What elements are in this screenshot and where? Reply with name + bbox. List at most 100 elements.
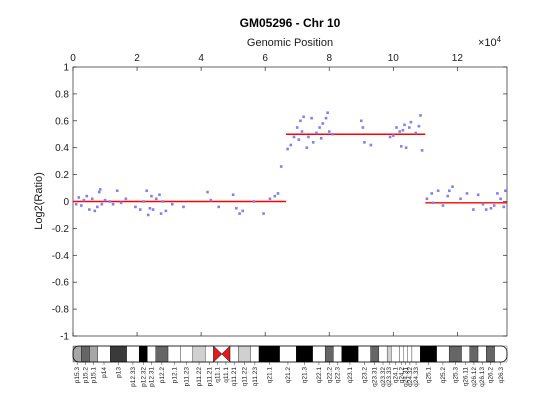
data-point — [315, 131, 318, 135]
data-point — [502, 205, 506, 209]
data-point — [321, 122, 325, 125]
data-point — [77, 196, 81, 199]
ideogram-band — [229, 345, 239, 363]
data-point — [238, 212, 241, 215]
data-point — [319, 136, 323, 140]
band-label: q21.2 — [285, 367, 292, 384]
ideogram-band — [386, 345, 392, 363]
ideogram-band — [180, 345, 194, 363]
y-tick-label: -0.8 — [52, 305, 70, 316]
data-point — [150, 194, 153, 198]
y-tick-label: -0.2 — [52, 224, 70, 235]
data-point — [164, 209, 168, 213]
data-point — [403, 123, 406, 127]
ideogram-band — [126, 345, 140, 363]
data-point — [108, 200, 112, 203]
data-point — [286, 147, 289, 151]
band-label: q24.2 — [399, 367, 406, 384]
chart-title: GM05296 - Chr 10 — [240, 16, 341, 30]
ideogram-band — [167, 345, 181, 363]
band-label: p12.2 — [159, 367, 166, 384]
band-label: p11.23 — [184, 367, 191, 387]
data-point — [159, 212, 163, 215]
band-label: q25.2 — [440, 367, 447, 384]
data-point — [324, 116, 328, 120]
ideogram-band — [250, 345, 260, 363]
data-point — [235, 206, 238, 210]
data-point — [292, 135, 296, 139]
data-point — [302, 115, 305, 119]
data-point — [262, 212, 265, 215]
ideogram-band — [138, 345, 148, 363]
data-point — [115, 189, 119, 193]
band-label: q11.21 — [231, 367, 238, 387]
data-point — [499, 197, 502, 201]
ideogram-band — [461, 345, 470, 363]
ideogram-band — [391, 345, 400, 363]
data-point — [307, 135, 310, 139]
data-point — [492, 204, 496, 207]
band-label: q11.1 — [223, 367, 230, 383]
data-point — [472, 208, 475, 211]
ideogram-band — [258, 345, 280, 363]
y-tick-label: 0.6 — [55, 116, 69, 127]
data-point — [299, 119, 302, 123]
data-point — [148, 206, 152, 210]
ideogram-band — [403, 345, 408, 363]
band-label: q21.3 — [301, 367, 308, 384]
data-point — [217, 205, 221, 209]
data-point — [138, 208, 142, 211]
data-point — [206, 190, 209, 194]
data-point — [310, 116, 313, 120]
ideogram-band — [296, 345, 313, 363]
data-point — [85, 194, 89, 198]
ideogram-band — [97, 345, 111, 363]
band-label: p11.21 — [206, 367, 213, 387]
data-point — [359, 119, 363, 123]
data-point — [363, 141, 366, 144]
data-point — [481, 202, 485, 206]
ideogram-band — [81, 345, 90, 363]
y-axis-label: Log2(Ratio) — [33, 172, 45, 229]
data-point — [158, 193, 161, 197]
ideogram-band — [370, 345, 380, 363]
data-point — [420, 149, 424, 152]
data-point — [88, 208, 91, 211]
band-label: q23.2 — [361, 367, 368, 384]
data-point — [476, 193, 480, 197]
data-point — [436, 189, 440, 193]
band-label: q24.33 — [413, 367, 420, 387]
ideogram-band — [420, 345, 437, 363]
data-point — [134, 205, 137, 209]
data-point — [297, 138, 301, 141]
data-point — [252, 200, 256, 203]
data-point — [448, 189, 451, 193]
ideogram-band — [469, 345, 479, 363]
data-point — [417, 124, 421, 128]
segment-lines — [73, 133, 507, 204]
data-point — [170, 202, 174, 206]
ideogram-band — [399, 345, 404, 363]
band-label: q22.1 — [316, 367, 323, 384]
data-point — [146, 213, 150, 217]
data-point — [80, 204, 83, 207]
data-point — [408, 126, 411, 129]
data-point — [465, 192, 469, 195]
data-point — [327, 130, 331, 133]
chromosome-ideogram: p15.3 p15.2 p15.1 p14 p13 p12.33 p12.32 p12.31 p… — [72, 345, 508, 387]
data-point — [504, 189, 507, 193]
x-axis-exponent: ×104 — [478, 35, 502, 49]
plot-axes: 1 0.8 0.6 0.4 0.2 0 -0.2 -0.4 -0.6 -0.8 -1 0 2 4 6 8 10 1… — [52, 53, 508, 343]
band-label: q23.1 — [347, 367, 354, 384]
data-point — [400, 145, 403, 148]
ideogram-band — [436, 345, 450, 363]
centromere-band — [221, 345, 231, 363]
band-label: p12.32 — [140, 367, 147, 387]
data-point — [369, 143, 373, 147]
data-point — [111, 202, 115, 206]
data-point — [289, 143, 293, 147]
data-point — [401, 128, 405, 132]
data-point — [295, 126, 299, 129]
band-label: q26.3 — [498, 367, 505, 384]
ideogram-band — [411, 345, 421, 363]
